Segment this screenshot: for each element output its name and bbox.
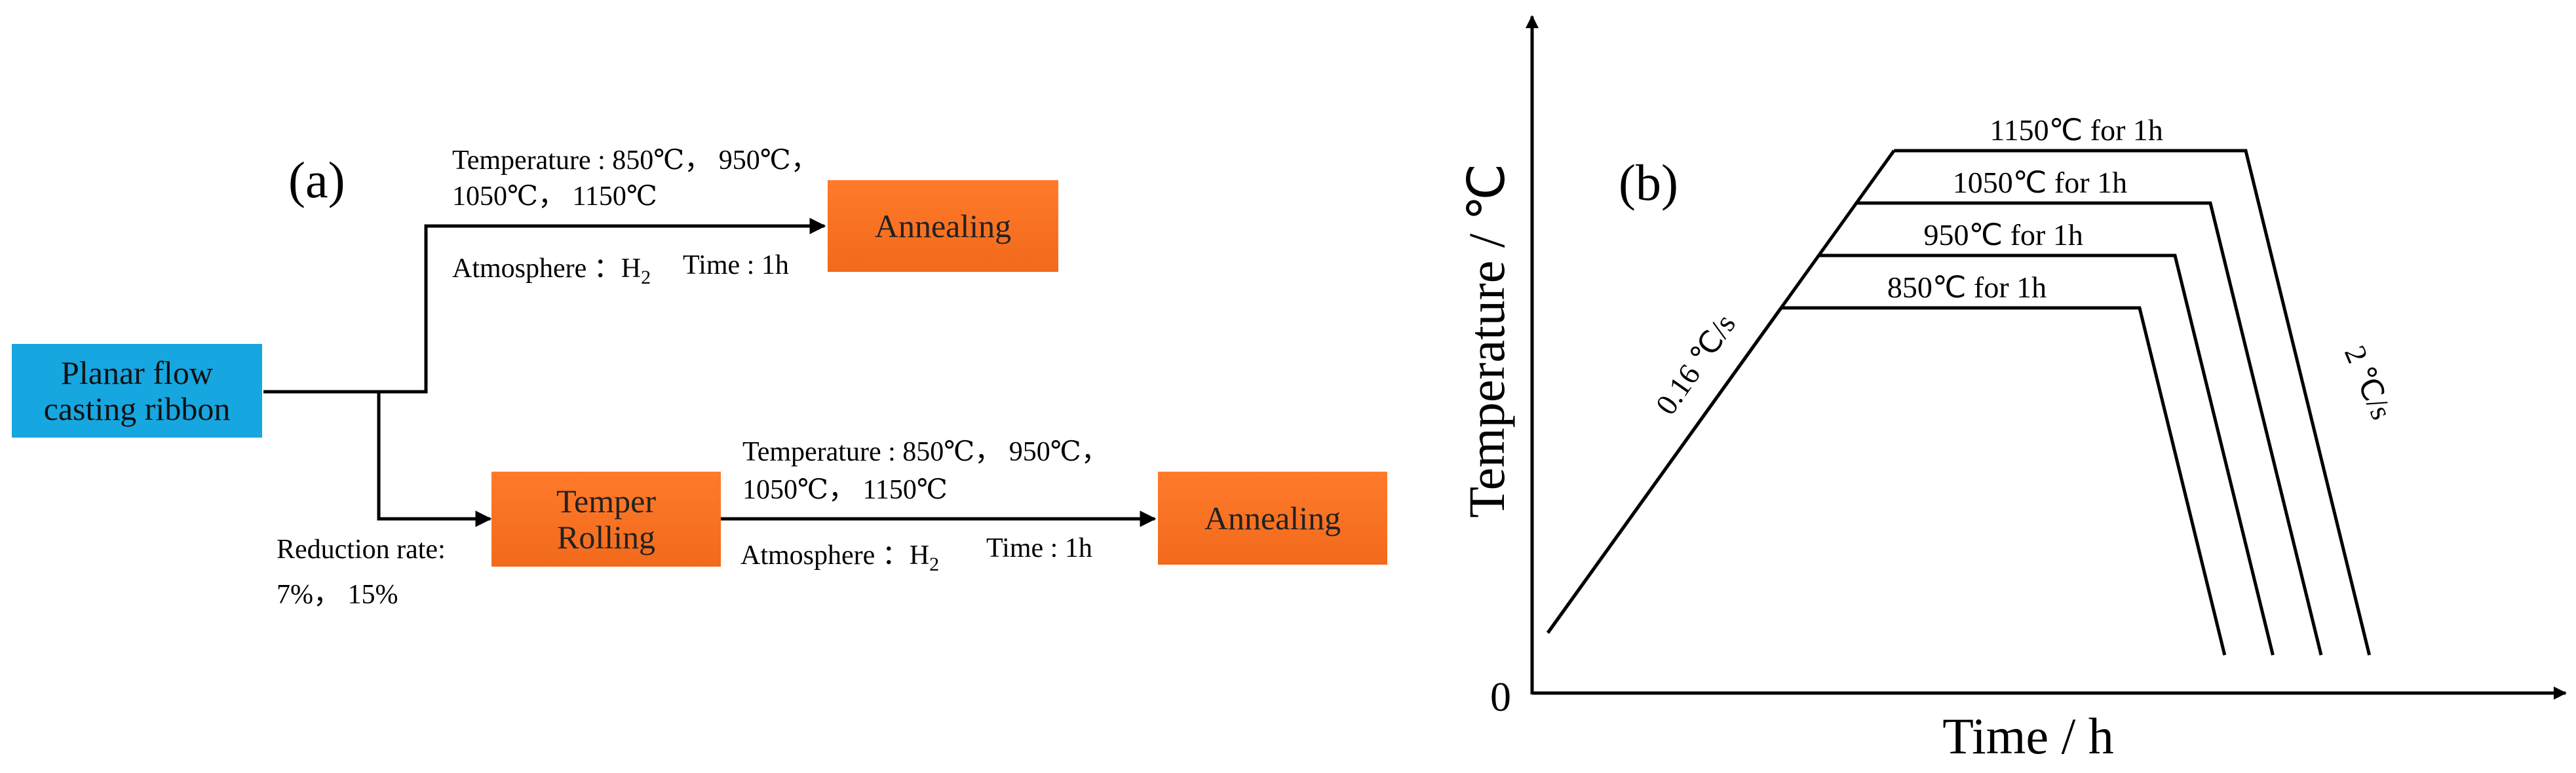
reduction-rate-label: Reduction rate: — [277, 535, 446, 565]
temper-rolling-line1: Temper — [556, 482, 656, 519]
profile-850 — [1546, 306, 2227, 656]
reduction-rate-values: 7%， 15% — [277, 580, 398, 610]
temper-rolling-line2: Rolling — [556, 518, 655, 556]
source-box-line1: Planar flow — [61, 354, 213, 391]
origin-label: 0 — [1490, 673, 1511, 720]
profile-1050 — [1856, 201, 2323, 656]
y-axis-label: Temperature / ℃ — [1458, 163, 1515, 518]
source-box-line2: casting ribbon — [43, 390, 231, 427]
hold-label-1050: 1050℃ for 1h — [1953, 166, 2127, 199]
annealing-box-bottom: Annealing — [1158, 472, 1387, 565]
hold-label-850: 850℃ for 1h — [1887, 271, 2047, 304]
bottom-time-label: Time : 1h — [986, 533, 1092, 563]
hold-label-1150: 1150℃ for 1h — [1990, 113, 2163, 147]
heating-rate-label: 0.16 ℃/s — [1649, 308, 1742, 421]
connector-to-top-branch — [263, 217, 826, 394]
profile-1150 — [1894, 149, 2372, 656]
profile-lines — [1546, 149, 2372, 656]
temper-rolling-box: Temper Rolling — [491, 472, 721, 567]
top-time-label: Time : 1h — [683, 250, 789, 280]
bottom-atmosphere-label: Atmosphere ：H2 — [740, 540, 940, 575]
top-temperature-cont-label: 1050℃， 1150℃ — [452, 181, 657, 212]
top-temperature-label: Temperature : 850℃， 950℃， — [452, 145, 818, 176]
profile-950 — [1818, 254, 2275, 656]
bottom-temperature-cont-label: 1050℃， 1150℃ — [742, 475, 948, 505]
cooling-rate-label: 2 ℃/s — [2338, 341, 2399, 424]
panel-b-label: (b) — [1619, 154, 1678, 211]
x-axis-label: Time / h — [1942, 707, 2114, 764]
hold-labels: 850℃ for 1h 950℃ for 1h 1050℃ for 1h 1150℃ … — [1887, 113, 2163, 304]
bottom-temperature-label: Temperature : 850℃， 950℃， — [742, 437, 1109, 467]
source-box-planar-flow-casting-ribbon: Planar flow casting ribbon — [12, 344, 262, 438]
panel-a-label: (a) — [288, 151, 345, 208]
hold-label-950: 950℃ for 1h — [1924, 218, 2083, 252]
heating-ramp — [1546, 149, 1896, 634]
connector-to-rolling — [377, 392, 492, 527]
top-atmosphere-label: Atmosphere ：H2 — [452, 254, 651, 288]
annealing-box-top: Annealing — [828, 180, 1058, 272]
